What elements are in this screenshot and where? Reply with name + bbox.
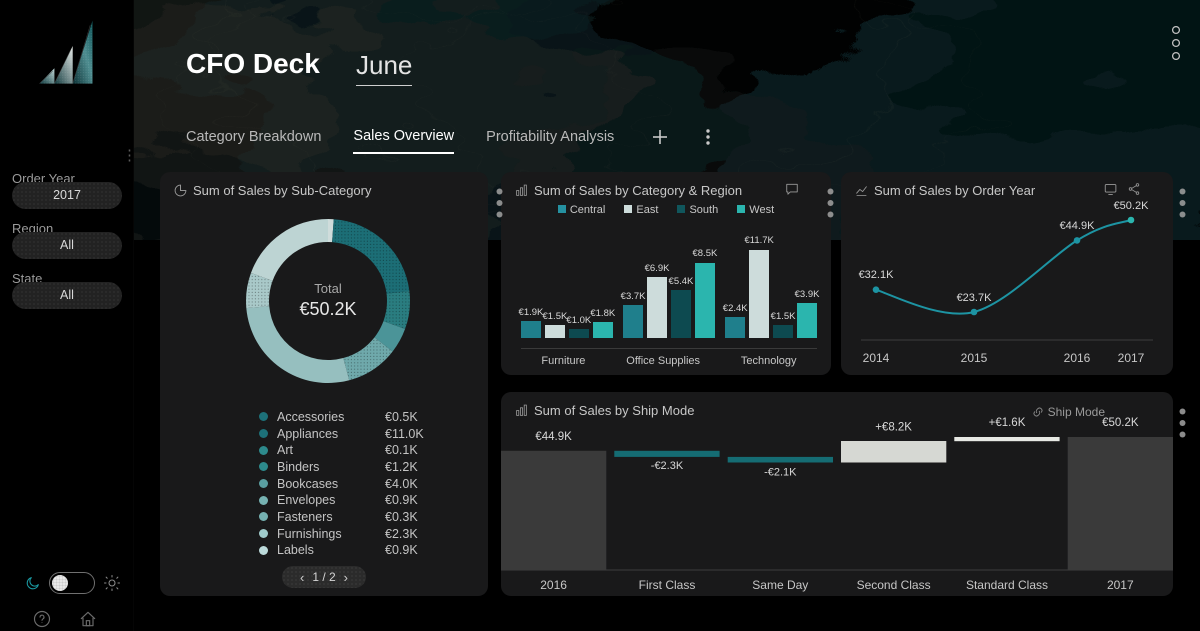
- svg-text:2016: 2016: [540, 578, 567, 592]
- svg-text:-€2.3K: -€2.3K: [651, 460, 684, 472]
- svg-text:+€1.6K: +€1.6K: [989, 417, 1026, 429]
- svg-text:2017: 2017: [1107, 578, 1134, 592]
- svg-text:+€8.2K: +€8.2K: [875, 422, 912, 434]
- svg-text:Same Day: Same Day: [752, 578, 808, 592]
- svg-text:€44.9K: €44.9K: [1060, 220, 1096, 232]
- svg-text:First Class: First Class: [639, 578, 696, 592]
- svg-text:2017: 2017: [1118, 351, 1145, 365]
- svg-text:2015: 2015: [961, 351, 988, 365]
- svg-text:Second Class: Second Class: [857, 578, 931, 592]
- svg-text:2016: 2016: [1064, 351, 1091, 365]
- svg-text:€23.7K: €23.7K: [957, 292, 993, 304]
- svg-text:Standard Class: Standard Class: [966, 578, 1048, 592]
- svg-text:2014: 2014: [863, 351, 890, 365]
- svg-text:€44.9K: €44.9K: [535, 431, 572, 443]
- svg-text:€32.1K: €32.1K: [859, 269, 895, 281]
- svg-text:-€2.1K: -€2.1K: [764, 466, 797, 478]
- svg-text:€50.2K: €50.2K: [1102, 417, 1139, 429]
